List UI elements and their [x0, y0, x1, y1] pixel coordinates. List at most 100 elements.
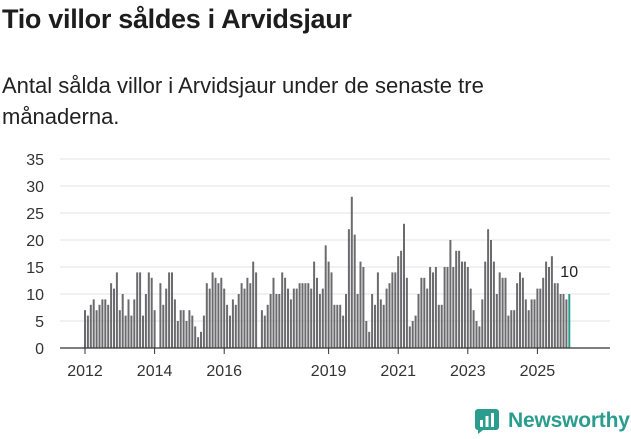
bar — [84, 310, 86, 348]
bar — [420, 277, 423, 348]
bar — [510, 310, 513, 348]
bar — [130, 315, 133, 348]
newsworthy-brand[interactable]: Newsworthy — [474, 408, 630, 434]
bar — [234, 304, 237, 348]
bar — [550, 256, 553, 348]
y-tick-label: 20 — [26, 233, 44, 250]
chart-title: Tio villor såldes i Arvidsjaur — [2, 4, 352, 34]
bar — [211, 272, 214, 348]
bar — [153, 310, 156, 348]
highlight-data-label: 10 — [560, 264, 578, 281]
bar — [368, 331, 371, 348]
bar — [347, 229, 350, 348]
bar — [182, 310, 185, 348]
bar — [278, 294, 281, 348]
bar — [362, 267, 365, 348]
bar — [388, 283, 391, 348]
bar — [104, 299, 107, 348]
x-tick-label: 2021 — [380, 363, 416, 380]
x-tick-label: 2012 — [67, 363, 103, 380]
bar — [194, 326, 197, 348]
bar — [208, 288, 211, 348]
bar — [353, 234, 356, 348]
bar — [220, 277, 223, 348]
bar — [318, 294, 321, 348]
bar — [466, 267, 469, 348]
bar — [191, 315, 194, 348]
bar — [472, 310, 475, 348]
bar — [403, 223, 405, 348]
bar — [339, 304, 342, 348]
bar — [139, 272, 142, 348]
bar — [115, 272, 118, 348]
bar — [391, 272, 394, 348]
bar — [426, 288, 429, 348]
bar — [252, 261, 255, 348]
bar — [255, 272, 258, 348]
bar — [365, 321, 368, 348]
bar — [539, 288, 542, 348]
y-tick-label: 35 — [26, 152, 44, 169]
bar — [374, 304, 376, 348]
bar — [405, 277, 408, 348]
bar — [376, 272, 379, 348]
bar — [443, 267, 446, 348]
bar — [229, 315, 231, 348]
bar — [133, 299, 136, 348]
bar — [513, 310, 516, 348]
bar — [350, 196, 353, 348]
bar — [342, 315, 345, 348]
bar — [548, 267, 550, 348]
bar — [162, 304, 165, 348]
bar — [307, 283, 310, 348]
bar — [295, 288, 298, 348]
bar — [281, 272, 284, 348]
bar — [113, 288, 115, 348]
bar — [440, 304, 443, 348]
bar — [246, 277, 249, 348]
bar — [223, 288, 226, 348]
bar — [316, 277, 318, 348]
bar-chart-logo-icon — [475, 409, 499, 434]
bar — [481, 299, 484, 348]
bar — [545, 261, 548, 348]
bar — [452, 267, 455, 348]
bar — [321, 288, 324, 348]
bar — [434, 267, 437, 348]
bar — [168, 272, 171, 348]
bar — [397, 256, 400, 348]
bars — [84, 196, 571, 348]
x-tick-label: 2014 — [137, 363, 173, 380]
bar — [501, 277, 504, 348]
bar — [185, 321, 188, 348]
bar — [379, 299, 382, 348]
bar — [110, 283, 113, 348]
bar — [559, 294, 562, 348]
bar — [292, 288, 295, 348]
bar — [205, 283, 208, 348]
bar — [553, 283, 556, 348]
bar — [562, 294, 565, 348]
bar — [249, 283, 252, 348]
y-tick-label: 30 — [26, 179, 44, 196]
bar — [490, 240, 492, 348]
bar — [408, 326, 411, 348]
annotations: 10 — [560, 264, 578, 281]
bar — [95, 310, 98, 348]
bar — [324, 245, 327, 348]
bar — [136, 272, 139, 348]
bar — [492, 261, 495, 348]
bar — [382, 304, 385, 348]
bar — [498, 272, 501, 348]
y-tick-label: 10 — [26, 287, 44, 304]
bar — [556, 283, 559, 348]
bar — [417, 294, 420, 348]
bar — [269, 294, 272, 348]
bar — [124, 315, 127, 348]
bar — [414, 315, 417, 348]
y-axis-ticks: 0 5 10 15 20 25 30 35 — [26, 152, 44, 358]
brand-name: Newsworthy — [508, 409, 630, 432]
bar — [475, 321, 478, 348]
bar — [507, 315, 510, 348]
x-tick-label: 2023 — [450, 363, 486, 380]
